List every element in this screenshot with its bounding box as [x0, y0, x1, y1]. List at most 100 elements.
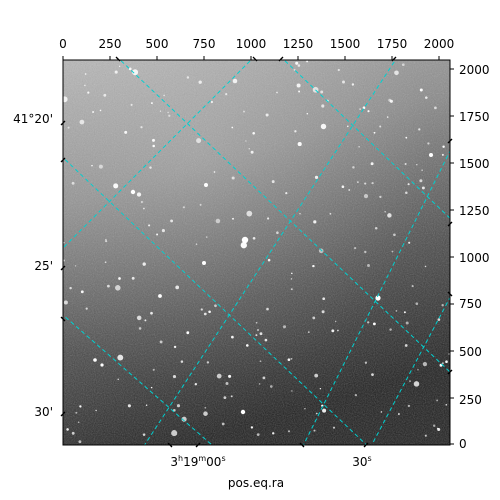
star — [380, 411, 383, 413]
bright-star — [100, 363, 104, 367]
star — [318, 248, 324, 254]
star — [115, 285, 121, 291]
star — [84, 84, 86, 87]
star — [313, 220, 317, 224]
right-tick-label: 1750 — [459, 110, 490, 124]
star — [243, 110, 245, 113]
star — [257, 329, 259, 331]
star — [246, 210, 253, 217]
grid-line — [63, 314, 213, 445]
bottom-tick-label-ra-2: 30s — [352, 454, 371, 469]
world-tick — [363, 442, 369, 448]
star — [250, 150, 254, 154]
star — [367, 321, 370, 324]
left-axis-labels: 41°20' 25' 30' — [13, 112, 53, 419]
star — [407, 183, 410, 186]
star — [223, 396, 227, 399]
stars-layer — [63, 60, 450, 444]
top-tick-label: 250 — [99, 37, 122, 51]
bright-star — [375, 295, 381, 301]
star — [259, 332, 263, 336]
right-tick-label: 500 — [459, 345, 482, 359]
star — [142, 262, 146, 266]
star — [379, 125, 382, 128]
star — [204, 406, 207, 409]
star — [145, 404, 148, 406]
grid-line — [143, 60, 396, 445]
star — [173, 345, 177, 349]
star — [150, 102, 153, 105]
star — [79, 405, 82, 408]
star — [200, 308, 203, 311]
star — [150, 311, 153, 315]
star — [342, 80, 345, 84]
star — [313, 429, 316, 432]
star — [290, 278, 293, 280]
right-tick-label: 1250 — [459, 204, 490, 218]
world-tick — [195, 442, 201, 448]
world-tick — [167, 442, 173, 448]
star — [413, 381, 420, 387]
star — [395, 310, 398, 312]
world-tick — [115, 56, 121, 62]
bright-star — [429, 153, 433, 157]
star — [221, 422, 225, 426]
star — [297, 142, 302, 147]
star — [370, 162, 374, 166]
star — [422, 361, 428, 367]
star — [117, 378, 119, 381]
top-tick-label: 1500 — [330, 37, 361, 51]
star — [272, 432, 275, 435]
star — [231, 126, 234, 129]
star — [386, 116, 389, 118]
star — [140, 200, 144, 204]
star — [404, 162, 407, 166]
star — [91, 164, 93, 167]
star — [389, 328, 392, 331]
top-tick-label: 1000 — [236, 37, 267, 51]
star — [104, 261, 107, 264]
star — [337, 68, 340, 72]
star — [397, 413, 400, 415]
star — [364, 361, 368, 364]
world-tick — [447, 369, 453, 375]
star — [362, 106, 366, 109]
bright-star — [158, 294, 162, 298]
star — [287, 430, 291, 433]
star — [248, 148, 251, 150]
x-axis-title: pos.eq.ra — [228, 476, 284, 490]
star — [143, 207, 145, 210]
bright-star — [204, 183, 208, 187]
star — [306, 112, 309, 115]
star — [63, 259, 66, 262]
star — [411, 285, 414, 288]
star — [69, 286, 72, 290]
star — [225, 93, 228, 96]
star — [425, 96, 428, 99]
star — [232, 78, 238, 84]
star — [348, 189, 351, 191]
world-tick — [447, 291, 453, 297]
star — [445, 403, 448, 406]
star — [118, 65, 121, 68]
star — [405, 191, 408, 195]
star — [186, 76, 190, 79]
star — [282, 325, 287, 329]
star — [231, 176, 235, 180]
star — [403, 311, 406, 314]
star — [255, 321, 258, 324]
star — [107, 284, 110, 288]
bright-star — [202, 261, 206, 265]
star — [404, 344, 408, 347]
star — [337, 329, 339, 332]
star — [163, 94, 165, 97]
star — [105, 239, 107, 241]
star — [417, 369, 419, 371]
star — [159, 340, 163, 344]
world-tick-marks — [60, 56, 453, 448]
star — [118, 277, 121, 280]
star — [419, 88, 423, 92]
star — [364, 182, 367, 185]
top-tick-label: 0 — [59, 37, 67, 51]
